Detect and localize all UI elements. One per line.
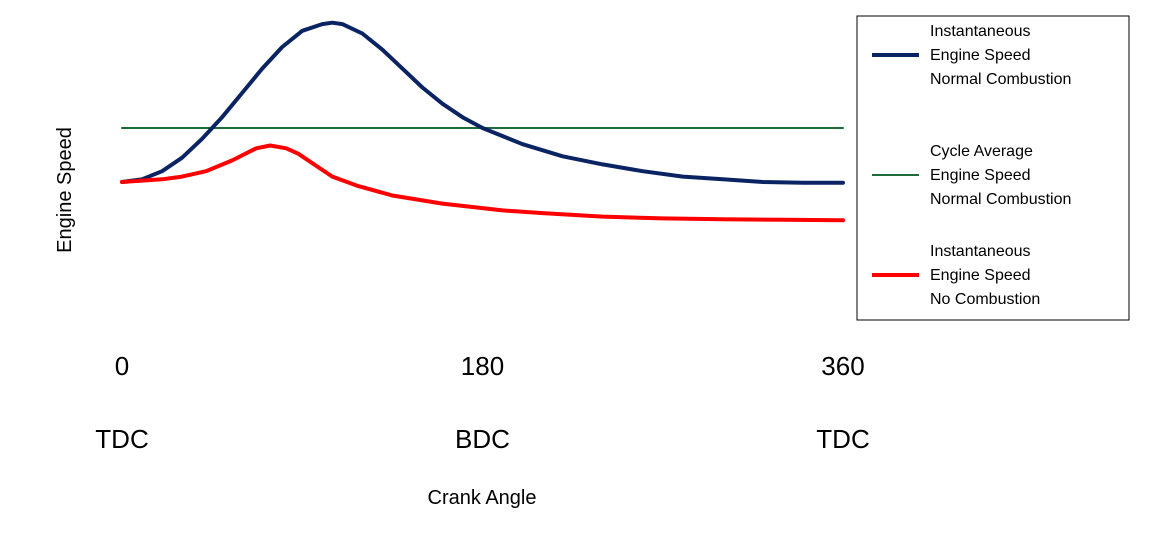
legend-label-0: Instantaneous: [930, 23, 1031, 40]
x-axis-title: Crank Angle: [428, 487, 537, 509]
legend-label-0: Engine Speed: [930, 47, 1031, 64]
series-line-2: [120, 143, 845, 223]
x-tick-label: 180: [461, 351, 504, 381]
x-position-labels: TDC BDC TDC: [95, 424, 869, 454]
legend: Instantaneous Engine Speed Normal Combusti…: [856, 15, 1130, 321]
x-tick-label: 360: [821, 351, 864, 381]
legend-box: [856, 15, 1130, 321]
legend-label-1: Normal Combustion: [930, 191, 1071, 208]
legend-label-2: Engine Speed: [930, 267, 1031, 284]
plot-area: [120, 20, 845, 223]
x-position-label: TDC: [816, 424, 869, 454]
legend-label-2: No Combustion: [930, 291, 1040, 308]
legend-label-1: Engine Speed: [930, 167, 1031, 184]
x-position-label: BDC: [455, 424, 510, 454]
x-tick-labels: 0 180 360: [115, 351, 865, 381]
legend-label-0: Normal Combustion: [930, 71, 1071, 88]
x-position-label: TDC: [95, 424, 148, 454]
legend-label-1: Cycle Average: [930, 143, 1033, 160]
y-axis-title: Engine Speed: [54, 127, 76, 253]
legend-label-2: Instantaneous: [930, 243, 1031, 260]
x-tick-label: 0: [115, 351, 129, 381]
series-line-0: [120, 20, 845, 185]
